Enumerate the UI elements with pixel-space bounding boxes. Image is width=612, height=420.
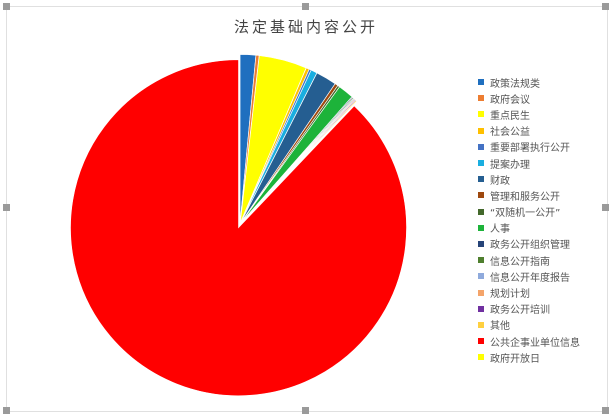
legend-swatch: [478, 289, 484, 296]
resize-handle[interactable]: [602, 3, 609, 10]
legend-item[interactable]: 重点民生: [478, 106, 580, 122]
legend-item[interactable]: 规划计划: [478, 284, 580, 300]
legend-swatch: [478, 338, 484, 345]
legend-item[interactable]: 政策法规类: [478, 74, 580, 90]
pie-slice-15[interactable]: [240, 99, 358, 224]
legend-swatch: [478, 160, 484, 167]
legend-item[interactable]: 人事: [478, 220, 580, 236]
legend-item[interactable]: 政务公开组织管理: [478, 236, 580, 252]
legend-item[interactable]: 提案办理: [478, 155, 580, 171]
legend-label: 重点民生: [490, 110, 530, 122]
resize-handle[interactable]: [302, 407, 309, 414]
legend-item[interactable]: 政务公开培训: [478, 301, 580, 317]
legend-label: 社会公益: [490, 127, 530, 139]
legend-swatch: [478, 257, 484, 264]
legend-label: 管理和服务公开: [490, 191, 560, 203]
legend-swatch: [478, 111, 484, 118]
resize-handle[interactable]: [602, 407, 609, 414]
resize-handle[interactable]: [602, 204, 609, 211]
legend-swatch: [478, 240, 484, 247]
chart-title: 法定基础内容公开: [233, 18, 378, 36]
legend-swatch: [478, 127, 484, 134]
legend-label: 人事: [490, 224, 510, 236]
legend-item[interactable]: 重要部署执行公开: [478, 139, 580, 155]
legend-swatch: [478, 95, 484, 102]
legend-swatch: [478, 321, 484, 328]
legend: 政策法规类政府会议重点民生社会公益重要部署执行公开 提案办理财政管理和服务公开 “双…: [478, 74, 580, 365]
legend-swatch: [478, 79, 484, 86]
legend-item[interactable]: 社会公益: [478, 123, 580, 139]
legend-item[interactable]: 信息公开指南: [478, 252, 580, 268]
legend-label: 规划计划: [490, 289, 530, 301]
legend-swatch: [478, 208, 484, 215]
legend-item[interactable]: 财政: [478, 171, 580, 187]
legend-label: 政务公开培训: [490, 305, 550, 317]
legend-label: 重要部署执行公开: [490, 143, 570, 155]
legend-label: 信息公开指南: [490, 256, 550, 268]
legend-label: “双随机一公开”: [490, 208, 561, 220]
legend-item[interactable]: 公共企事业单位信息: [478, 333, 580, 349]
legend-label: 政府开放日: [490, 353, 540, 365]
legend-swatch: [478, 176, 484, 183]
legend-swatch: [478, 143, 484, 150]
legend-item[interactable]: 管理和服务公开: [478, 187, 580, 203]
legend-swatch: [478, 305, 484, 312]
legend-label: 信息公开年度报告: [490, 272, 570, 284]
legend-swatch: [478, 273, 484, 280]
legend-swatch: [478, 224, 484, 231]
pie-slice-16[interactable]: [70, 59, 407, 397]
legend-item[interactable]: 政府会议: [478, 90, 580, 106]
legend-item[interactable]: 政府开放日: [478, 349, 580, 365]
legend-swatch: [478, 192, 484, 199]
legend-swatch: [478, 354, 484, 361]
resize-handle[interactable]: [3, 204, 10, 211]
legend-item[interactable]: 其他: [478, 317, 580, 333]
legend-label: 政策法规类: [490, 78, 540, 90]
legend-label: 财政: [490, 175, 510, 187]
resize-handle[interactable]: [3, 407, 10, 414]
legend-label: 公共企事业单位信息: [490, 337, 580, 349]
legend-item[interactable]: “双随机一公开”: [478, 204, 580, 220]
resize-handle[interactable]: [3, 3, 10, 10]
resize-handle[interactable]: [302, 3, 309, 10]
legend-item[interactable]: 信息公开年度报告: [478, 268, 580, 284]
legend-label: 政府会议: [490, 94, 530, 106]
legend-label: 提案办理: [490, 159, 530, 171]
legend-label: 其他: [490, 321, 510, 333]
legend-label: 政务公开组织管理: [490, 240, 570, 252]
